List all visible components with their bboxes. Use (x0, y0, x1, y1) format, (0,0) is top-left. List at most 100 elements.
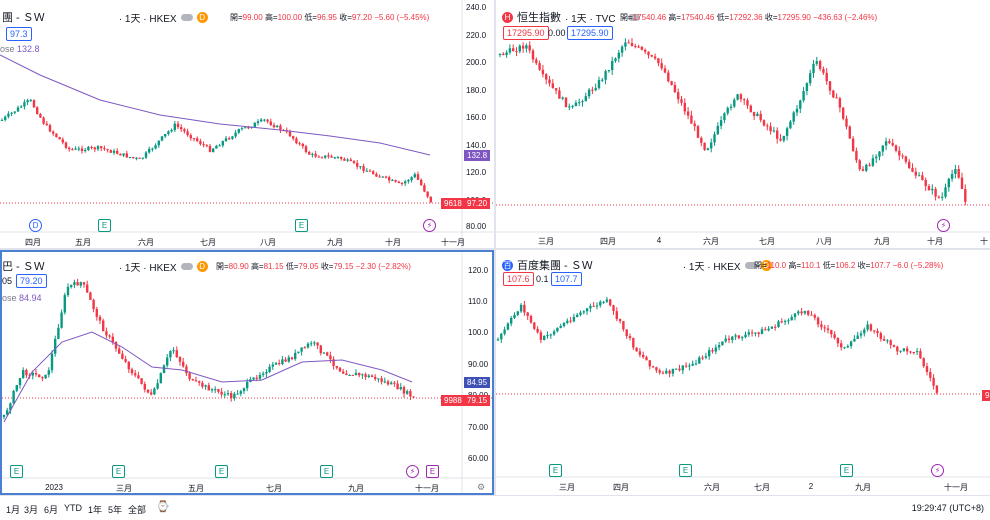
candle-body (562, 322, 566, 327)
candle-body (349, 159, 352, 162)
symbol-name[interactable]: 團 - ＳＷ (2, 12, 45, 24)
candle-body (868, 164, 871, 166)
pane-divider-vertical[interactable] (494, 0, 496, 495)
earnings-icon[interactable]: E (10, 465, 23, 478)
goto-date-calendar-icon[interactable]: ⌚ (156, 501, 170, 513)
ask-price-box[interactable]: 107.7 (551, 272, 582, 286)
candle-body (503, 329, 506, 334)
candle-body (558, 90, 561, 99)
delayed-icon: D (196, 11, 208, 23)
bid-price-box[interactable]: 17295.90 (503, 26, 549, 40)
eye-icon[interactable] (627, 13, 640, 21)
candle-body (752, 112, 756, 116)
candle-body (214, 389, 217, 391)
candle-body (322, 352, 326, 354)
price-box[interactable]: 97.3 (6, 27, 32, 41)
flash-icon[interactable]: ⚡ (423, 219, 436, 232)
candle-body (116, 150, 119, 154)
ma-price-tag: 132.8 (464, 150, 491, 161)
clock[interactable]: 19:29:47 (UTC+8) (911, 503, 984, 513)
candle-body (132, 156, 135, 158)
chart-canvas-bottom-right[interactable] (496, 250, 990, 495)
flash-icon[interactable]: ⚡ (931, 464, 944, 477)
candle-body (810, 314, 813, 316)
earnings-icon[interactable]: E (679, 464, 692, 477)
ask-price-box[interactable]: 17295.90 (567, 26, 613, 40)
candle-body (799, 100, 802, 109)
candle-body (426, 191, 429, 197)
candle-body (391, 180, 394, 182)
candle-body (559, 326, 562, 328)
candle-body (284, 359, 287, 362)
candle-body (2, 414, 6, 417)
earnings-icon[interactable]: E (549, 464, 562, 477)
eye-icon[interactable] (744, 261, 757, 269)
eye-icon[interactable] (180, 13, 193, 21)
chart-pane-bottom-left[interactable]: 巴 - ＳＷ · 1天 · HKEX D 開=80.90 高=81.15 低=7… (0, 250, 494, 495)
range-3m[interactable]: 3月 (24, 505, 39, 515)
chart-pane-top-left[interactable]: 團 - ＳＷ · 1天 · HKEX D 開=99.00 高=100.00 低=… (0, 0, 494, 248)
candle-body (231, 136, 234, 139)
earnings-icon[interactable]: E (215, 465, 228, 478)
candle-body (304, 146, 308, 152)
time-tick-label: 八月 (816, 237, 832, 246)
candle-body (911, 168, 914, 172)
eye-icon[interactable] (180, 262, 193, 270)
candle-body (671, 368, 675, 374)
bid-price-box[interactable]: 107.6 (503, 272, 534, 286)
flash-icon[interactable]: ⚡ (937, 219, 950, 232)
chart-pane-top-right[interactable]: H 恒生指數 · 1天 · TVC 開=17540.46 高=17540.46 … (496, 0, 990, 248)
range-1m[interactable]: 1月 (6, 505, 21, 515)
candle-body (595, 305, 599, 307)
candle-body (681, 365, 684, 371)
candle-body (112, 150, 116, 153)
chart-canvas-bottom-left[interactable] (2, 252, 492, 493)
time-tick-label: 2023 (45, 483, 63, 492)
candle-body (215, 145, 218, 149)
chart-pane-bottom-right[interactable]: 百 百度集團 - ＳＷ · 1天 · HKEX D 開=110.0 高=110.… (496, 250, 990, 495)
symbol-name[interactable]: 巴 - ＳＷ (2, 261, 45, 273)
earnings-icon[interactable]: E (295, 219, 308, 232)
earnings-icon[interactable]: E (320, 465, 333, 478)
candle-body (548, 79, 551, 84)
candle-body (863, 329, 866, 334)
range-6m[interactable]: 6月 (44, 505, 59, 515)
candle-body (134, 373, 137, 376)
settings-gear-icon[interactable]: ⚙ (477, 482, 486, 492)
range-5y[interactable]: 5年 (108, 505, 123, 515)
upcoming-earnings-icon[interactable]: E (426, 465, 439, 478)
range-1y[interactable]: 1年 (88, 505, 103, 515)
dividend-icon[interactable]: D (29, 219, 42, 232)
candle-body (333, 157, 336, 159)
candle-body (356, 162, 359, 167)
candle-body (332, 359, 335, 367)
candle-body (496, 339, 500, 341)
candle-body (954, 169, 957, 174)
candle-body (320, 157, 324, 159)
candle-body (329, 355, 332, 360)
candle-body (632, 338, 635, 348)
candle-body (754, 332, 757, 334)
chart-canvas-top-right[interactable] (496, 0, 990, 248)
earnings-icon[interactable]: E (112, 465, 125, 478)
candle-body (554, 88, 558, 91)
symbol-name[interactable]: 百度集團 - ＳＷ (517, 260, 593, 272)
earnings-icon[interactable]: E (840, 464, 853, 477)
candle-body (571, 106, 574, 108)
candle-body (121, 353, 124, 359)
chart-canvas-top-left[interactable] (0, 0, 494, 248)
earnings-icon[interactable]: E (98, 219, 111, 232)
flash-icon[interactable]: ⚡ (406, 465, 419, 478)
pane-divider-horizontal[interactable] (0, 248, 990, 250)
range-ytd[interactable]: YTD (64, 503, 82, 513)
ohlc-readout: 開=99.00 高=100.00 低=96.95 收=97.20 −5.60 (… (230, 13, 430, 22)
price-box[interactable]: 79.20 (16, 274, 47, 288)
candle-body (696, 126, 700, 138)
candle-body (787, 320, 790, 322)
candle-body (578, 102, 581, 104)
range-all[interactable]: 全部 (128, 505, 147, 515)
candle-body (63, 295, 66, 313)
candle-body (288, 131, 292, 137)
symbol-name[interactable]: 恒生指數 (517, 12, 561, 24)
candle-body (346, 159, 349, 161)
